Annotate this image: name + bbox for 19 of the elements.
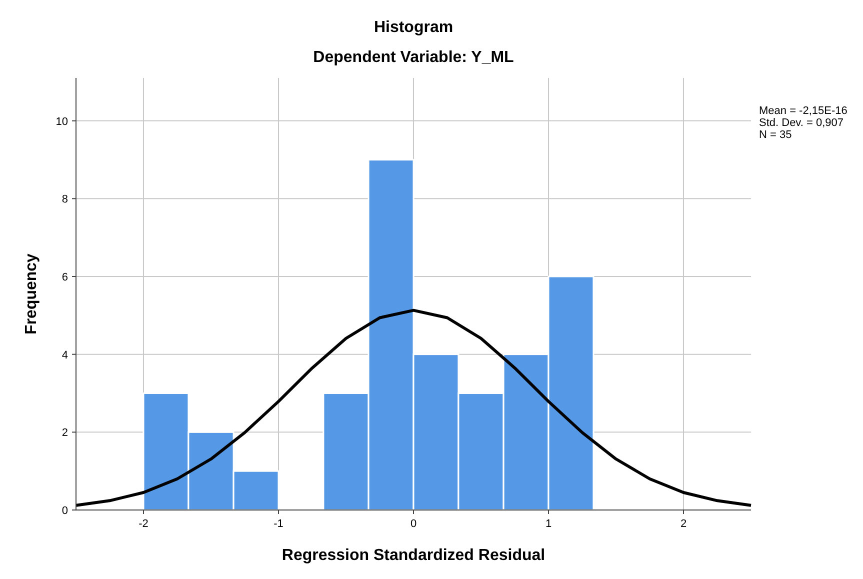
y-tick-label: 6 [62,271,68,284]
y-tick-label: 10 [56,116,68,128]
y-tick-label: 2 [62,427,68,440]
x-tick-label: -2 [138,518,148,530]
x-tick-label: 0 [410,518,417,530]
chart-subtitle: Dependent Variable: Y_ML [313,49,514,66]
y-tick-label: 8 [62,194,68,206]
text: Std. Dev. = 0,907 [759,117,844,129]
text: Mean = -2,15E-16 [759,105,848,117]
y-tick-label: 4 [62,349,68,362]
line-series [74,308,752,507]
chart-title: Histogram [374,19,454,36]
x-tick-label: 2 [680,518,687,530]
x-tick-label: 1 [545,518,552,530]
x-axis-title: Regression Standardized Residual [282,547,546,564]
text: N = 35 [759,129,792,141]
y-axis-title: Frequency [23,253,40,334]
y-tick-label: 0 [62,505,68,517]
x-tick-label: -1 [274,518,284,530]
